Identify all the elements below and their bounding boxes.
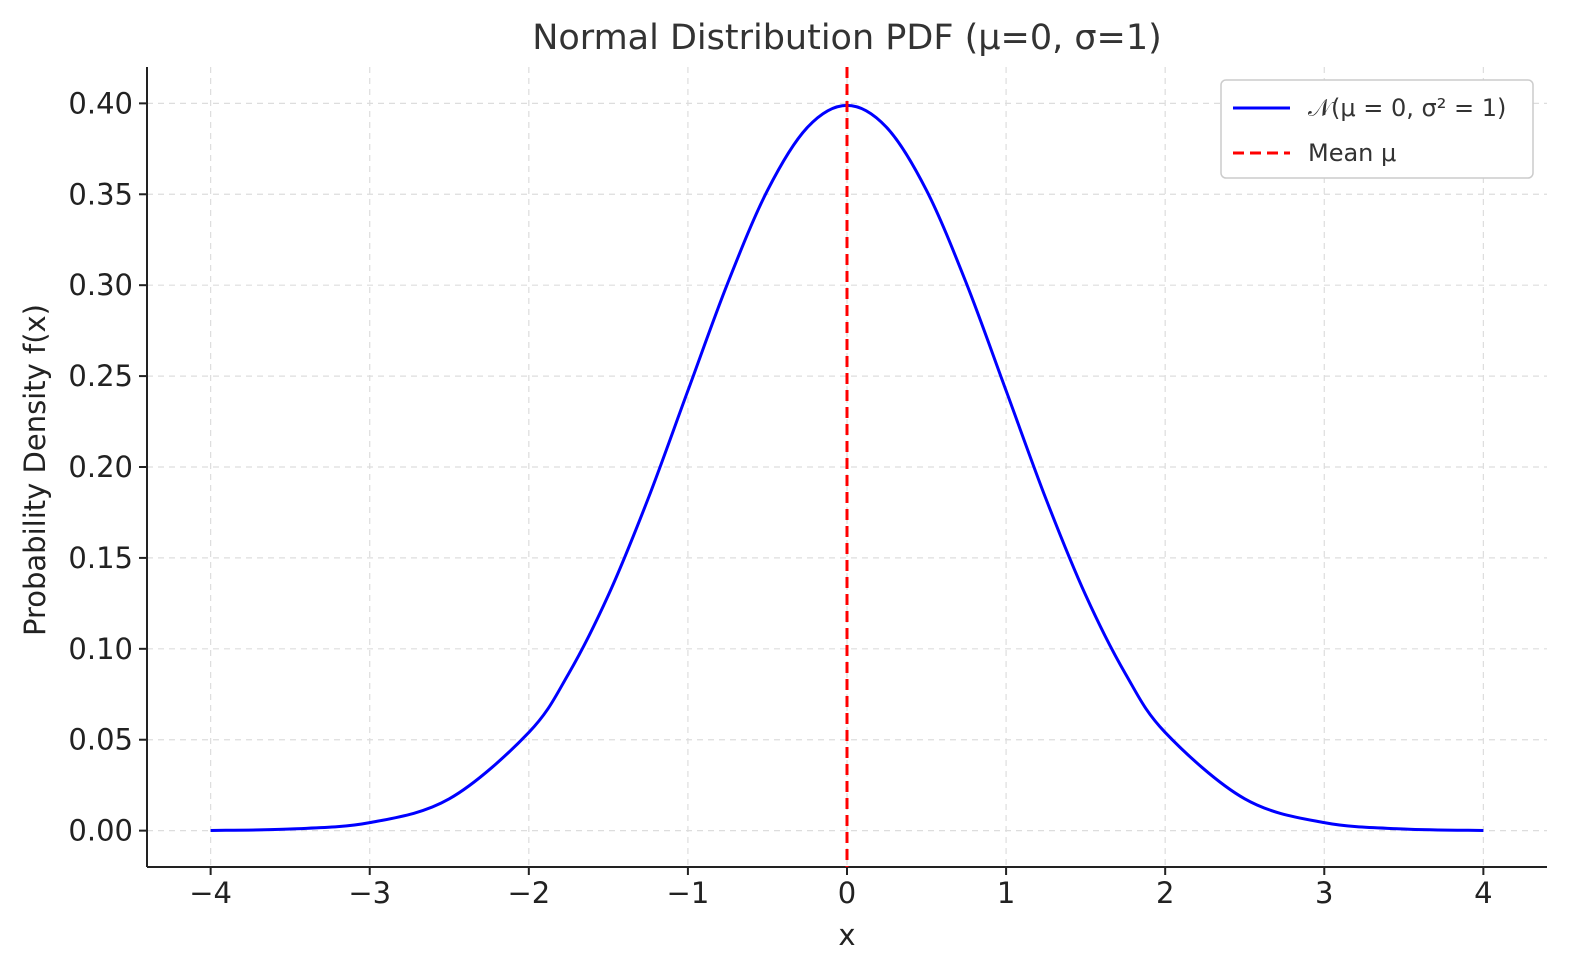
x-tick-label: −2 (507, 876, 550, 910)
chart-title: Normal Distribution PDF (μ=0, σ=1) (532, 18, 1162, 58)
x-tick-label: 1 (997, 876, 1015, 910)
x-ticks: −4 −3 −2 −1 0 1 2 3 4 (189, 867, 1493, 910)
legend: 𝒩(μ = 0, σ² = 1) Mean μ (1220, 79, 1534, 179)
legend-label-mean: Mean μ (1308, 139, 1396, 167)
y-tick-label: 0.30 (68, 268, 133, 302)
y-tick-label: 0.15 (68, 541, 133, 575)
x-axis-label: x (838, 918, 855, 952)
y-ticks: 0.00 0.05 0.10 0.15 0.20 0.25 0.30 0.35 0.40 (68, 86, 147, 848)
x-tick-label: −3 (348, 876, 391, 910)
y-axis-label: Probability Density f(x) (18, 304, 52, 636)
x-tick-label: −4 (189, 876, 232, 910)
x-tick-label: 3 (1315, 876, 1333, 910)
x-tick-label: 2 (1156, 876, 1174, 910)
x-tick-label: 0 (838, 876, 856, 910)
legend-box (1220, 79, 1534, 179)
y-tick-label: 0.35 (68, 177, 133, 211)
legend-label-pdf: 𝒩(μ = 0, σ² = 1) (1308, 94, 1506, 122)
y-tick-label: 0.20 (68, 450, 133, 484)
y-tick-label: 0.40 (68, 86, 133, 120)
grid (147, 67, 1547, 867)
x-tick-label: −1 (667, 876, 710, 910)
x-tick-label: 4 (1474, 876, 1492, 910)
y-tick-label: 0.00 (68, 814, 133, 848)
y-tick-label: 0.10 (68, 632, 133, 666)
y-tick-label: 0.25 (68, 359, 133, 393)
y-tick-label: 0.05 (68, 723, 133, 757)
